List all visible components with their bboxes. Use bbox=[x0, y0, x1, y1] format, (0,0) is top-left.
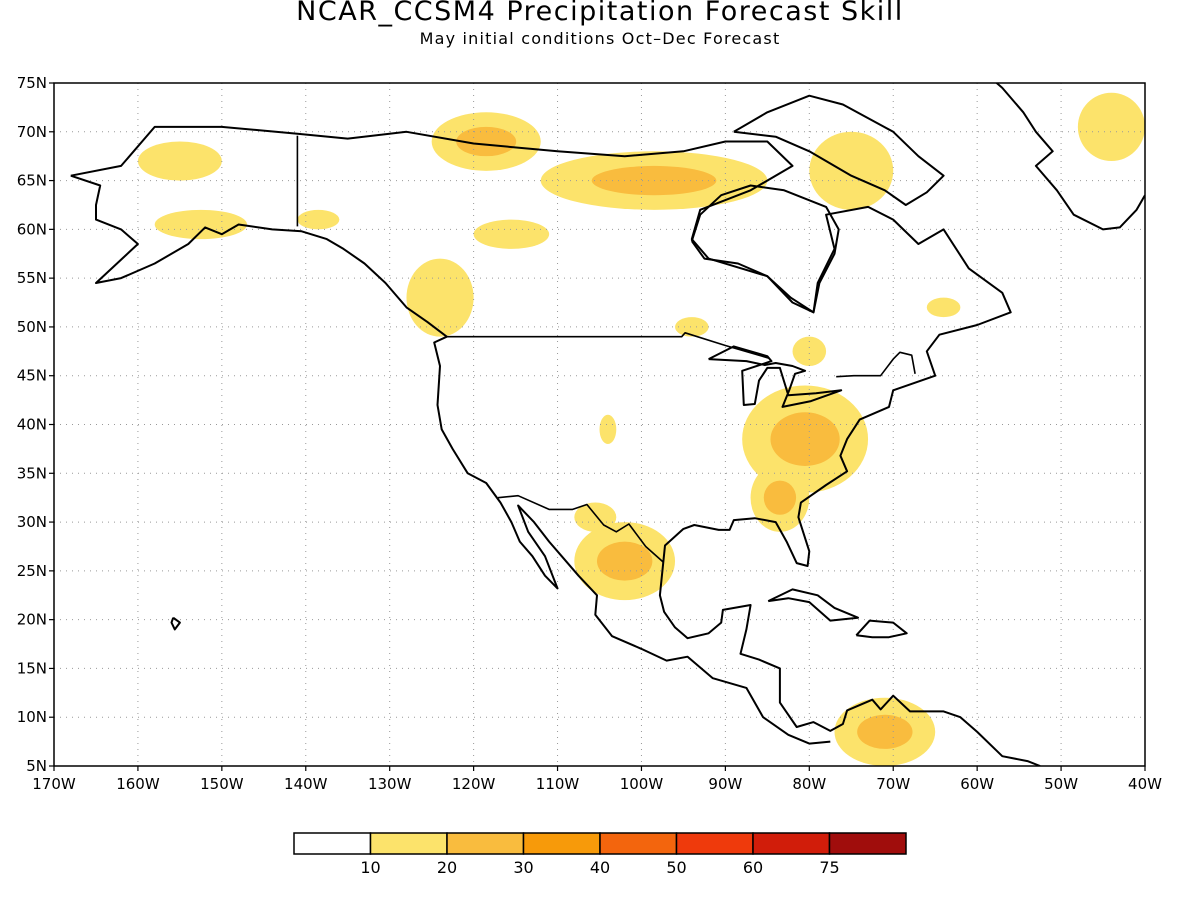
lon-tick-label: 140W bbox=[284, 775, 328, 793]
hudson-bay-coast bbox=[690, 184, 840, 314]
lat-tick-label: 60N bbox=[17, 220, 47, 238]
hispaniola-coast bbox=[855, 619, 908, 639]
lon-tick-label: 170W bbox=[32, 775, 76, 793]
colorbar-label: 40 bbox=[590, 858, 610, 877]
skill-core-arctic-islands bbox=[456, 126, 517, 157]
skill-region-ontario bbox=[675, 317, 709, 337]
lat-tick-label: 30N bbox=[17, 513, 47, 531]
lon-tick-label: 80W bbox=[792, 775, 826, 793]
skill-region-western-canada bbox=[406, 258, 474, 337]
lat-tick-label: 55N bbox=[17, 269, 47, 287]
colorbar-label: 75 bbox=[819, 858, 839, 877]
lon-tick-label: 40W bbox=[1128, 775, 1162, 793]
skill-core-northern-mexico bbox=[596, 541, 653, 581]
cuba-coast bbox=[767, 588, 859, 622]
lat-tick-label: 40N bbox=[17, 416, 47, 434]
colorbar-legend: 10 20 30 40 50 60 75 bbox=[293, 832, 907, 877]
lon-tick-label: 100W bbox=[620, 775, 664, 793]
colorbar-swatch bbox=[293, 832, 372, 855]
lat-tick-label: 75N bbox=[17, 74, 47, 92]
skill-region-colorado bbox=[599, 414, 617, 445]
colorbar-swatch bbox=[752, 832, 831, 855]
colorbar-swatch bbox=[369, 832, 448, 855]
colorbar-swatch bbox=[446, 832, 525, 855]
skill-core-southeast-us bbox=[763, 480, 797, 515]
colorbar-swatch bbox=[828, 832, 907, 855]
colorbar-label: 50 bbox=[666, 858, 686, 877]
skill-region-greenland-east bbox=[1077, 92, 1145, 162]
lat-tick-label: 35N bbox=[17, 464, 47, 482]
skill-region-baffin bbox=[809, 131, 894, 210]
pacific-coast bbox=[70, 174, 831, 745]
lat-tick-label: 45N bbox=[17, 367, 47, 385]
skill-region-alaska-south bbox=[154, 209, 248, 240]
lat-tick-label: 65N bbox=[17, 172, 47, 190]
skill-region-yukon bbox=[297, 209, 340, 230]
lat-tick-label: 10N bbox=[17, 708, 47, 726]
great-lakes-shore bbox=[708, 345, 843, 408]
skill-core-eastern-us bbox=[770, 412, 840, 466]
skill-shading-layer bbox=[137, 92, 1145, 766]
lon-tick-label: 120W bbox=[452, 775, 496, 793]
colorbar-swatch bbox=[675, 832, 754, 855]
map-title: NCAR_CCSM4 Precipitation Forecast Skill bbox=[296, 0, 904, 27]
coastlines bbox=[70, 83, 1145, 766]
skill-region-quebec bbox=[792, 336, 827, 366]
northeast-border bbox=[836, 351, 916, 378]
north-america-coast bbox=[70, 125, 1041, 766]
longitude-ticks: 170W 160W 150W 140W 130W 120W 110W 100W 90W 80W 70… bbox=[32, 766, 1162, 793]
lat-tick-label: 70N bbox=[17, 123, 47, 141]
lon-tick-label: 130W bbox=[368, 775, 412, 793]
lat-tick-label: 15N bbox=[17, 659, 47, 677]
hawaii-coast bbox=[170, 616, 181, 631]
colorbar-swatch bbox=[599, 832, 678, 855]
lat-tick-label: 50N bbox=[17, 318, 47, 336]
mexico-us-border bbox=[497, 494, 664, 563]
lon-tick-label: 70W bbox=[876, 775, 910, 793]
colorbar-label: 30 bbox=[513, 858, 533, 877]
lon-tick-label: 50W bbox=[1044, 775, 1078, 793]
canada-us-border bbox=[446, 332, 770, 359]
map-subtitle: May initial conditions Oct–Dec Forecast bbox=[419, 29, 781, 48]
colorbar-label: 10 bbox=[360, 858, 380, 877]
lon-tick-label: 60W bbox=[960, 775, 994, 793]
colorbar-label: 60 bbox=[743, 858, 763, 877]
skill-region-northwest-territories bbox=[473, 219, 550, 249]
skill-region-alaska-north bbox=[137, 141, 222, 181]
lon-tick-label: 150W bbox=[200, 775, 244, 793]
baffin-island-coast bbox=[733, 94, 945, 206]
lon-tick-label: 90W bbox=[708, 775, 742, 793]
latitude-ticks: 75N 70N 65N 60N 55N 50N 45N 40N 35N 30N 25N 20N 15N 1… bbox=[17, 74, 54, 775]
colorbar-swatch bbox=[522, 832, 601, 855]
greenland-coast bbox=[995, 83, 1145, 231]
lon-tick-label: 110W bbox=[536, 775, 580, 793]
lat-tick-label: 5N bbox=[26, 757, 47, 775]
lat-tick-label: 20N bbox=[17, 611, 47, 629]
skill-region-labrador bbox=[926, 297, 961, 318]
lat-tick-label: 25N bbox=[17, 562, 47, 580]
skill-core-northern-south-america bbox=[857, 714, 913, 749]
lon-tick-label: 160W bbox=[116, 775, 160, 793]
skill-region-texas-west bbox=[574, 502, 617, 532]
colorbar-label: 20 bbox=[437, 858, 457, 877]
